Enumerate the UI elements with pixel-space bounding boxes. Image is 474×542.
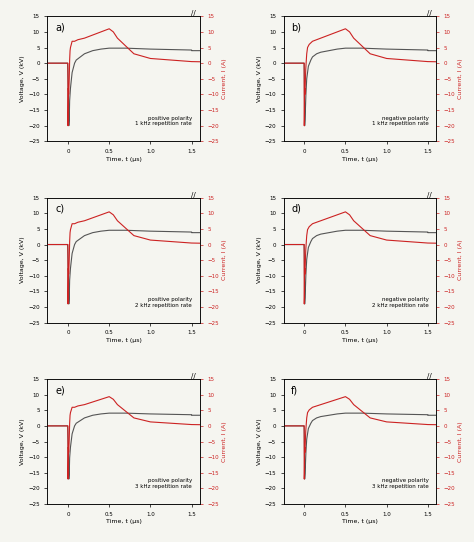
Y-axis label: Voltage, V (kV): Voltage, V (kV) [256,418,262,465]
Text: negative polarity
1 kHz repetition rate: negative polarity 1 kHz repetition rate [372,115,428,126]
Y-axis label: Voltage, V (kV): Voltage, V (kV) [20,418,25,465]
Text: //: // [191,373,196,379]
Text: positive polarity
3 kHz repetition rate: positive polarity 3 kHz repetition rate [136,478,192,489]
X-axis label: Time, t (μs): Time, t (μs) [342,519,378,525]
Text: //: // [427,373,432,379]
X-axis label: Time, t (μs): Time, t (μs) [106,338,142,343]
Text: f): f) [292,385,299,395]
Y-axis label: Current, I (A): Current, I (A) [458,421,463,462]
Y-axis label: Voltage, V (kV): Voltage, V (kV) [256,237,262,283]
Y-axis label: Current, I (A): Current, I (A) [458,240,463,280]
Text: positive polarity
1 kHz repetition rate: positive polarity 1 kHz repetition rate [136,115,192,126]
X-axis label: Time, t (μs): Time, t (μs) [342,338,378,343]
Text: c): c) [55,204,64,214]
Text: //: // [427,192,432,198]
Y-axis label: Current, I (A): Current, I (A) [458,59,463,99]
Y-axis label: Current, I (A): Current, I (A) [222,421,227,462]
Text: negative polarity
2 kHz repetition rate: negative polarity 2 kHz repetition rate [372,297,428,308]
Y-axis label: Voltage, V (kV): Voltage, V (kV) [256,55,262,102]
Y-axis label: Voltage, V (kV): Voltage, V (kV) [20,55,25,102]
X-axis label: Time, t (μs): Time, t (μs) [106,157,142,162]
Text: //: // [191,10,196,16]
Text: b): b) [292,23,301,33]
X-axis label: Time, t (μs): Time, t (μs) [342,157,378,162]
Text: //: // [427,10,432,16]
Text: positive polarity
2 kHz repetition rate: positive polarity 2 kHz repetition rate [136,297,192,308]
Y-axis label: Voltage, V (kV): Voltage, V (kV) [20,237,25,283]
X-axis label: Time, t (μs): Time, t (μs) [106,519,142,525]
Y-axis label: Current, I (A): Current, I (A) [222,240,227,280]
Y-axis label: Current, I (A): Current, I (A) [222,59,227,99]
Text: a): a) [55,23,65,33]
Text: negative polarity
3 kHz repetition rate: negative polarity 3 kHz repetition rate [372,478,428,489]
Text: //: // [191,192,196,198]
Text: e): e) [55,385,65,395]
Text: d): d) [292,204,301,214]
